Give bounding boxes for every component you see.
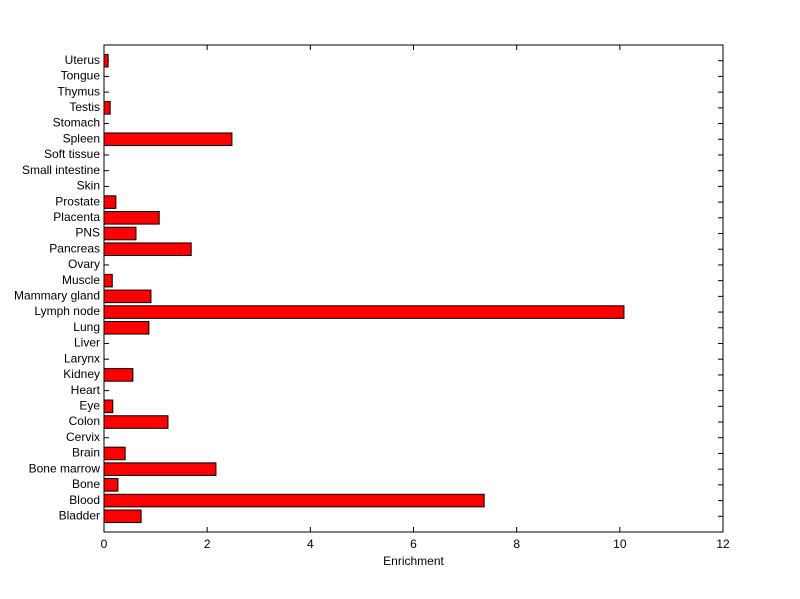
y-tick-label: Brain — [72, 446, 100, 460]
bar — [103, 462, 217, 476]
y-tick-label: Soft tissue — [44, 147, 100, 161]
plot-frame — [103, 44, 724, 533]
y-tick-label: Liver — [74, 336, 100, 350]
y-tick-label: Bladder — [59, 508, 100, 522]
y-tick-label: Tongue — [61, 69, 101, 83]
y-tick-label: Placenta — [53, 210, 100, 224]
bar — [103, 509, 142, 524]
x-tick-label: 0 — [101, 537, 108, 551]
bar — [103, 446, 126, 461]
bar — [103, 368, 134, 382]
bar — [103, 320, 150, 335]
bar — [103, 289, 152, 304]
bar — [103, 195, 117, 209]
bar — [103, 493, 485, 508]
y-tick-label: Spleen — [63, 131, 100, 145]
bar — [103, 415, 169, 429]
y-tick-label: Bone — [72, 477, 100, 491]
y-tick-label: Bone marrow — [29, 461, 101, 475]
y-tick-label: Uterus — [65, 53, 100, 67]
y-tick-label: Colon — [69, 414, 100, 428]
y-tick-label: Ovary — [68, 257, 100, 271]
bar — [103, 305, 625, 319]
x-tick-label: 12 — [716, 537, 730, 551]
y-tick-label: Stomach — [53, 116, 100, 130]
y-tick-label: Blood — [69, 493, 100, 507]
x-tick-label: 2 — [204, 537, 211, 551]
y-tick-label: Kidney — [63, 367, 100, 381]
y-tick-label: Small intestine — [22, 163, 100, 177]
y-tick-label: Thymus — [57, 84, 100, 98]
y-tick-label: Heart — [71, 383, 101, 397]
bar — [103, 132, 233, 147]
y-tick-label: Cervix — [66, 430, 100, 444]
x-tick-label: 6 — [410, 537, 417, 551]
y-tick-label: Mammary gland — [14, 289, 100, 303]
bar — [103, 273, 113, 288]
y-tick-label: Lymph node — [34, 304, 100, 318]
bar — [103, 478, 119, 492]
y-tick-label: Larynx — [64, 351, 100, 365]
bar — [103, 101, 111, 115]
bar — [103, 399, 114, 414]
y-tick-label: Lung — [73, 320, 100, 334]
x-tick-label: 8 — [513, 537, 520, 551]
y-tick-label: Skin — [77, 179, 100, 193]
y-tick-label: PNS — [75, 226, 100, 240]
y-tick-label: Eye — [79, 398, 100, 412]
y-tick-label: Pancreas — [49, 241, 100, 255]
x-tick-label: 10 — [613, 537, 627, 551]
bar — [103, 53, 109, 68]
y-tick-label: Prostate — [55, 194, 100, 208]
y-tick-label: Testis — [69, 100, 100, 114]
y-tick-label: Muscle — [62, 273, 100, 287]
bar — [103, 211, 160, 225]
x-tick-label: 4 — [307, 537, 314, 551]
x-axis-label: Enrichment — [383, 554, 444, 568]
bar — [103, 226, 137, 241]
bar — [103, 242, 192, 257]
